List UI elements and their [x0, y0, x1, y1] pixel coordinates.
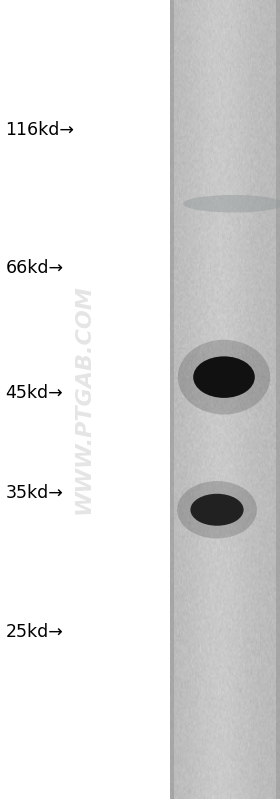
Bar [276, 0, 280, 799]
Ellipse shape [190, 494, 244, 526]
Ellipse shape [193, 356, 255, 398]
Text: 35kd→: 35kd→ [6, 484, 63, 502]
Ellipse shape [183, 195, 280, 213]
Text: 25kd→: 25kd→ [6, 623, 63, 641]
Text: 66kd→: 66kd→ [6, 259, 64, 276]
Text: 45kd→: 45kd→ [6, 384, 63, 402]
Bar [170, 0, 174, 799]
Ellipse shape [178, 340, 270, 415]
Text: WWW.PTGAB.COM: WWW.PTGAB.COM [74, 284, 94, 515]
Ellipse shape [177, 481, 257, 539]
Text: 116kd→: 116kd→ [6, 121, 74, 139]
